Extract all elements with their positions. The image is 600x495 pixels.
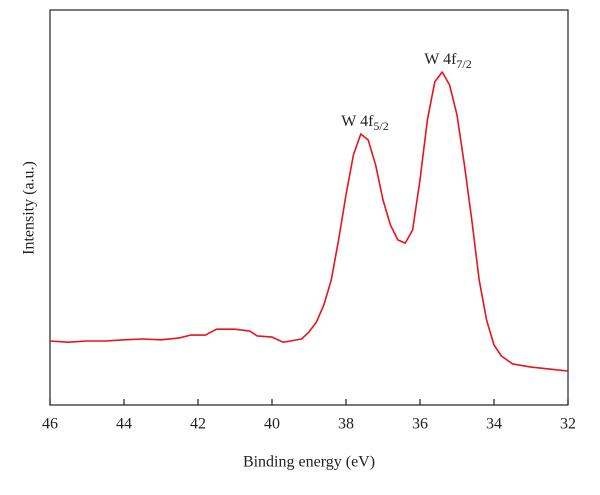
x-tick-label: 44: [116, 416, 132, 433]
annotation-subscript: 5/2: [373, 119, 388, 133]
data-line: [49, 71, 569, 372]
x-tick-label: 40: [264, 416, 280, 433]
x-tick-label: 32: [560, 416, 576, 433]
annotation-text: W 4f: [424, 51, 457, 68]
x-tick-label: 38: [338, 416, 354, 433]
x-tick-label: 36: [412, 416, 428, 433]
x-tick-label: 34: [486, 416, 502, 433]
annotation-text: W 4f: [341, 113, 374, 130]
x-axis-label: Binding energy (eV): [243, 454, 375, 471]
y-axis-label: Intensity (a.u.): [21, 161, 38, 255]
plot-frame: [49, 9, 569, 406]
x-tick-label: 42: [190, 416, 206, 433]
annotation-subscript: 7/2: [456, 57, 471, 71]
peak-annotation: W 4f7/2: [424, 51, 471, 71]
x-tick-label: 46: [42, 416, 58, 433]
peak-annotation: W 4f5/2: [341, 113, 388, 133]
